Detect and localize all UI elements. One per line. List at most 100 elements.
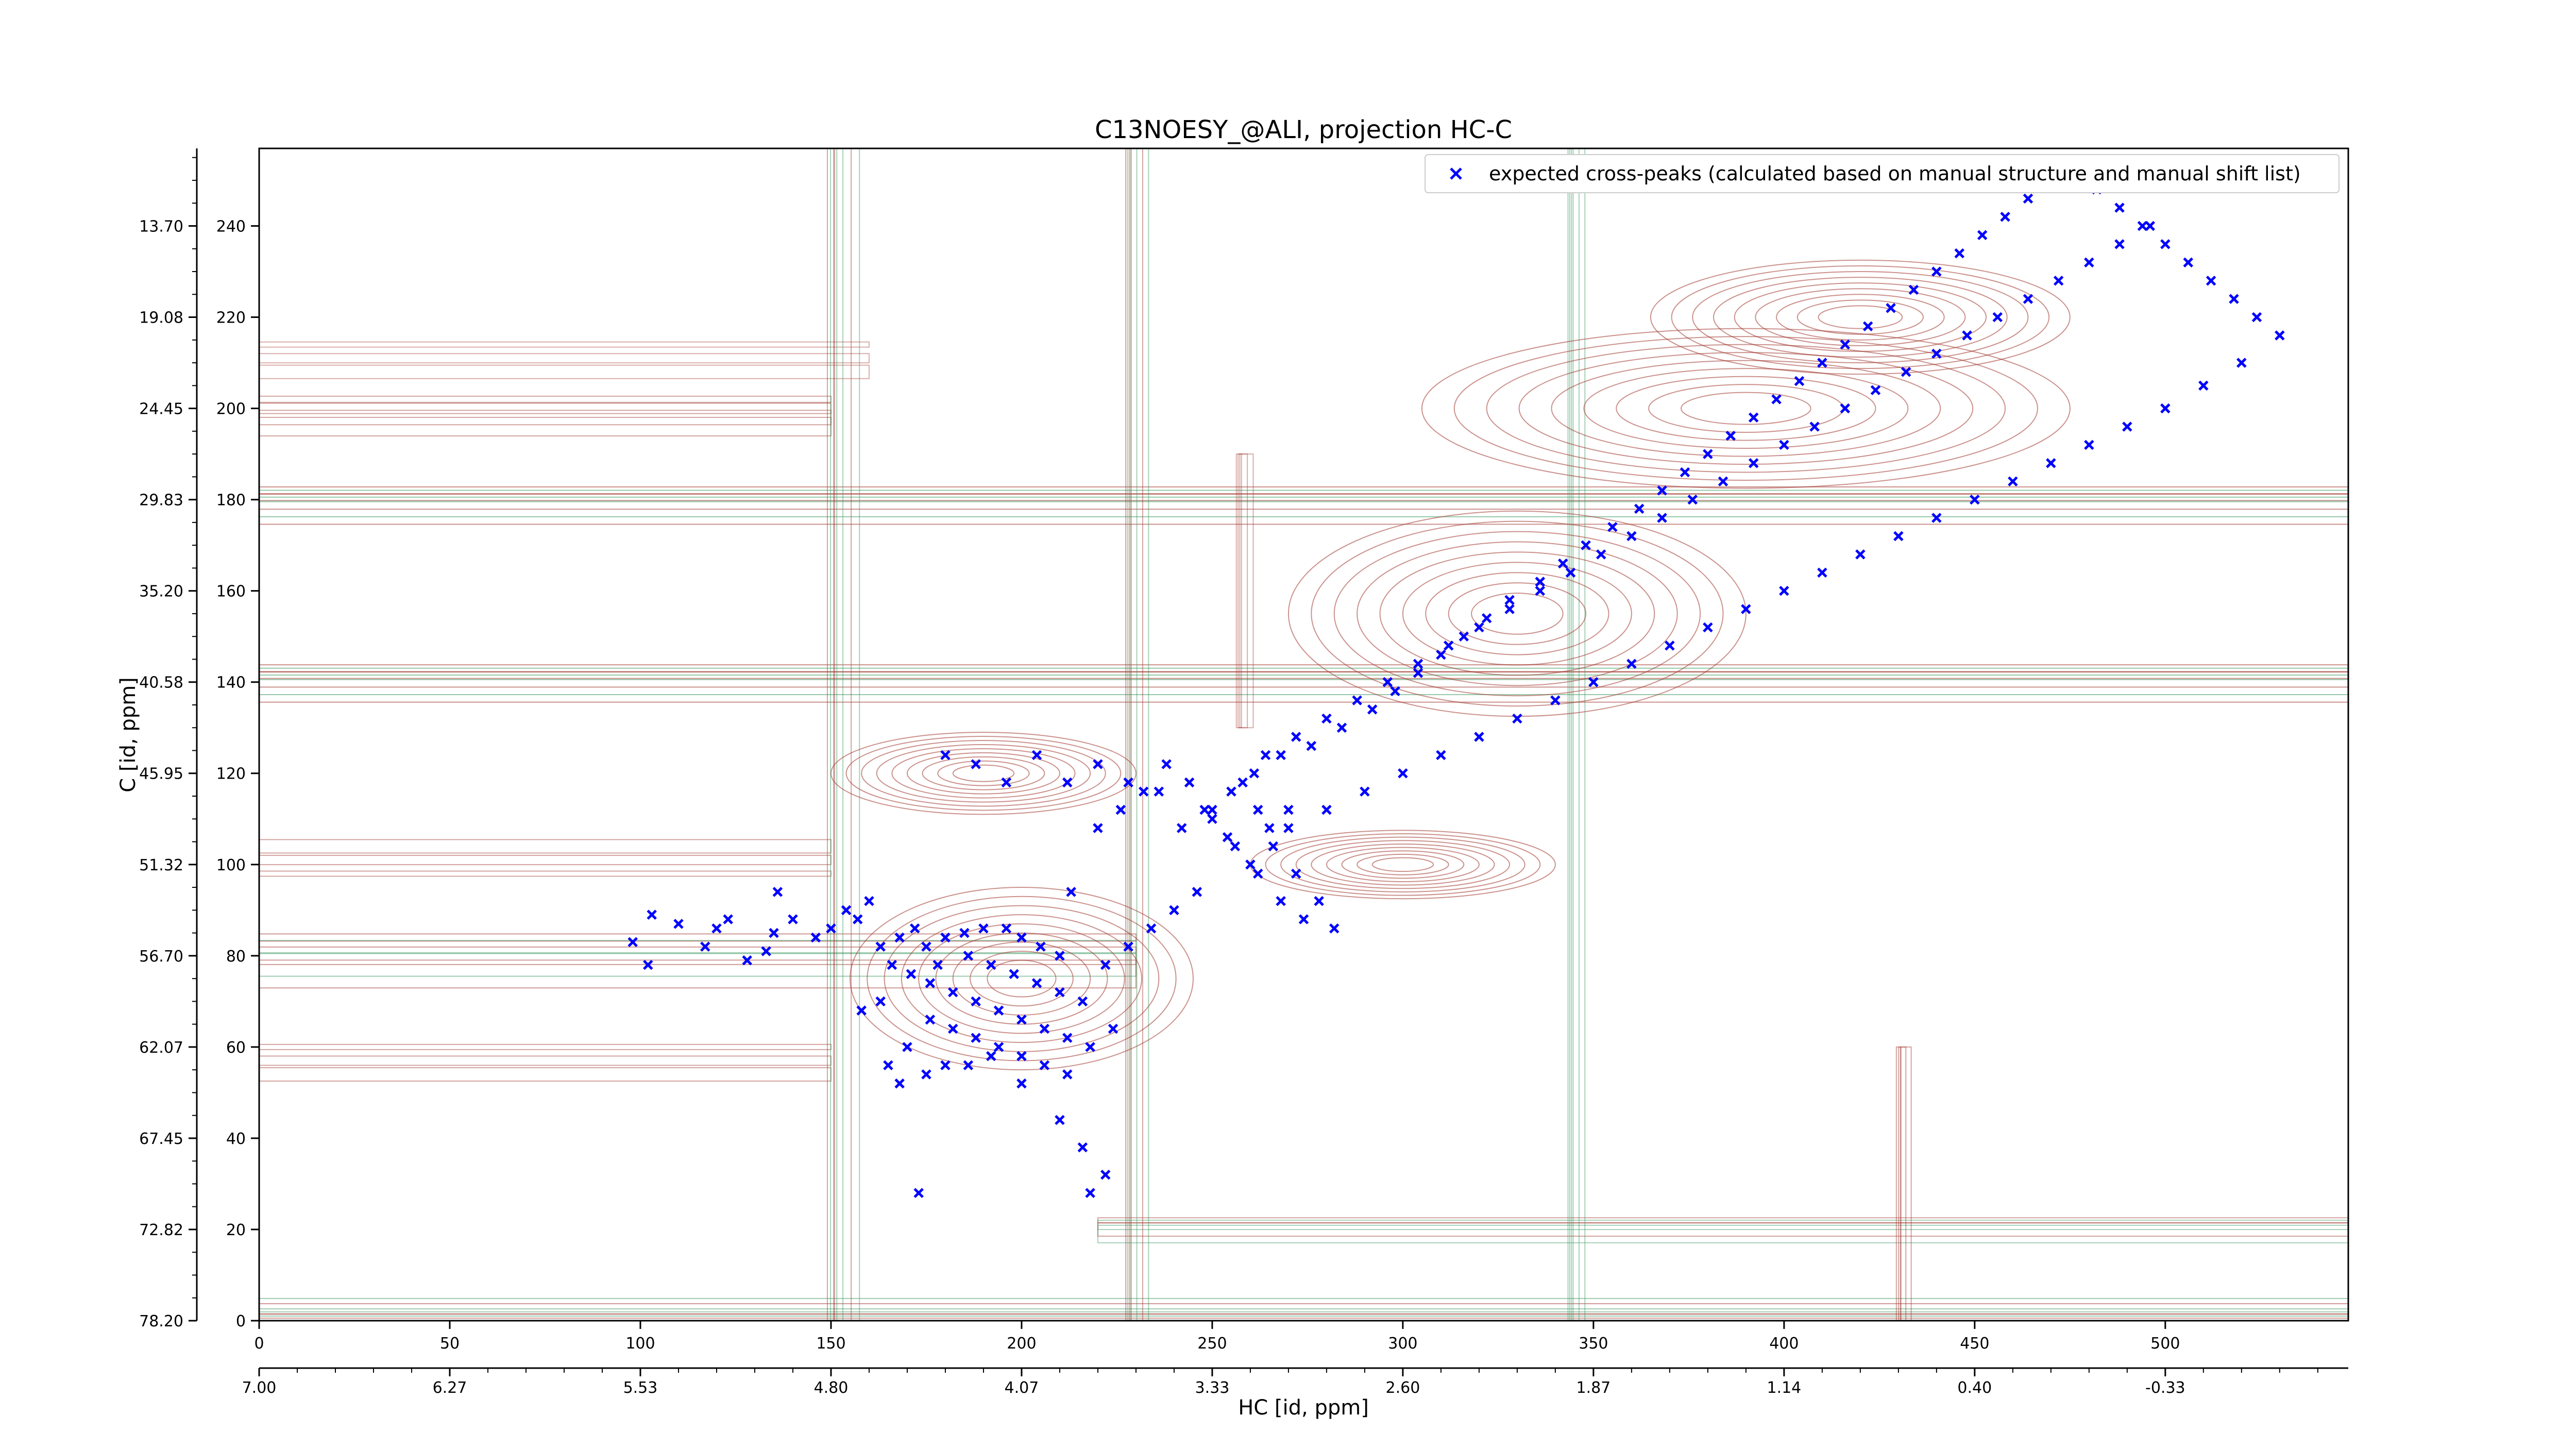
cross-peak-marker [1687, 494, 1698, 505]
cross-peak-marker [1306, 740, 1317, 751]
x-tick-label: 150 [816, 1335, 845, 1353]
cross-peak-marker [933, 959, 943, 970]
contour-band [1130, 148, 1149, 1321]
ppm-x-tick-label: 0.40 [1957, 1379, 1992, 1397]
cross-peak-marker [1283, 823, 1294, 833]
cross-peak-marker [1085, 1042, 1095, 1052]
ppm-x-tick-label: 4.07 [1005, 1379, 1039, 1397]
y-tick-label: 120 [216, 765, 246, 783]
contour-band [1097, 1224, 2348, 1243]
cross-peak-marker [925, 978, 936, 988]
y-tick-label: 140 [216, 674, 246, 692]
cross-peak-marker [856, 1005, 867, 1016]
cross-peak-marker [1169, 905, 1179, 916]
cross-peak-marker [1321, 713, 1332, 724]
cross-peak-marker [1264, 823, 1275, 833]
cross-peak-marker [772, 887, 783, 897]
ppm-y-tick-label: 29.83 [139, 492, 183, 510]
contour-ring [1681, 392, 1811, 425]
contour-band [259, 1067, 832, 1082]
x-axis-label: HC [id, ppm] [1238, 1396, 1369, 1420]
plot-area [259, 148, 2348, 1321]
contour-ring [1357, 853, 1449, 875]
cross-peak-marker [1001, 923, 1012, 934]
ppm-y-tick-label: 13.70 [139, 217, 183, 235]
cross-peak-marker [971, 996, 981, 1007]
cross-peak-marker [1504, 595, 1515, 605]
cross-peak-marker [647, 909, 657, 920]
ppm-x-tick-label: 5.53 [623, 1379, 658, 1397]
contour-ring [906, 752, 1060, 795]
contour-ring [876, 744, 1091, 803]
cross-peak-marker [2236, 358, 2247, 368]
y-tick-label: 240 [216, 217, 246, 235]
cross-peak-marker [1855, 549, 1866, 560]
contour-ring [987, 959, 1057, 998]
cross-peak-marker [1291, 868, 1301, 879]
contour-band [1569, 148, 1580, 1321]
cross-peak-marker [1840, 339, 1851, 350]
cross-peak-marker [883, 1060, 893, 1071]
cross-peak-marker [1207, 814, 1217, 824]
cross-peak-marker [1607, 521, 1618, 532]
cross-peak-marker [1123, 777, 1133, 788]
contour-ring [937, 760, 1030, 786]
cross-peak-marker [1794, 376, 1805, 386]
cross-peak-marker [1016, 932, 1027, 943]
cross-peak-marker [940, 932, 951, 943]
cross-peak-marker [986, 959, 996, 970]
cross-peak-marker [1161, 759, 1172, 769]
cross-peak-marker [1336, 722, 1347, 733]
contour-ring [1453, 336, 2038, 481]
ppm-x-axis: 7.00 6.27 5.53 4.80 4.07 3.33 2.60 1.87 1.14 0.40… [242, 1367, 2348, 1397]
cross-peak-marker [1443, 641, 1454, 651]
contour-ring [1448, 582, 1587, 645]
cross-peak-marker [1245, 860, 1256, 870]
contour-ring [1421, 328, 2071, 489]
contour-band [259, 1055, 832, 1066]
cross-peak-marker [2122, 422, 2132, 432]
chart-title: C13NOESY_@ALI, projection HC-C [1095, 115, 1512, 144]
contour-ring [891, 748, 1076, 799]
marker-layer [628, 157, 2285, 1198]
contour-ring [1311, 843, 1495, 886]
cross-peak-marker [971, 759, 981, 769]
cross-peak-marker [1809, 422, 1820, 432]
cross-peak-marker [959, 928, 970, 938]
cross-peak-marker [1748, 412, 1759, 423]
cross-peak-marker [1226, 786, 1236, 797]
contour-ring [1776, 294, 1945, 341]
contour-band [259, 493, 2348, 510]
cross-peak-marker [1634, 503, 1645, 514]
cross-peak-marker [1039, 1023, 1050, 1034]
cross-peak-marker [1474, 732, 1484, 742]
cross-peak-marker [1908, 284, 1919, 295]
contour-band [259, 416, 832, 436]
contour-ring [830, 732, 1137, 815]
contour-ring [1818, 305, 1903, 329]
contour-band [1125, 148, 1132, 1321]
y-axis-label: C [id, ppm] [116, 677, 140, 793]
contour-band [1235, 453, 1242, 729]
ppm-x-tick-label: 3.33 [1195, 1379, 1230, 1397]
cross-peak-marker [1931, 348, 1942, 359]
contour-band [1239, 453, 1254, 729]
cross-peak-marker [1115, 804, 1126, 815]
cross-peak-marker [1817, 567, 1827, 578]
cross-peak-marker [1031, 978, 1042, 988]
cross-peak-marker [1276, 896, 1286, 906]
cross-peak-marker [711, 923, 722, 934]
contour-ring [1713, 277, 2008, 358]
cross-peak-marker [1741, 604, 1751, 614]
cross-peak-marker [2114, 203, 2125, 213]
ppm-y-tick-label: 40.58 [139, 674, 183, 692]
y-tick-label: 180 [216, 492, 246, 510]
cross-peak-marker [1680, 467, 1690, 478]
contour-band [259, 933, 1137, 942]
cross-peak-marker [852, 914, 863, 924]
contour-band [259, 854, 832, 865]
plot-frame [258, 147, 2349, 1322]
cross-peak-marker [826, 923, 836, 934]
contour-band [1900, 1046, 1912, 1321]
cross-peak-marker [1314, 896, 1324, 906]
